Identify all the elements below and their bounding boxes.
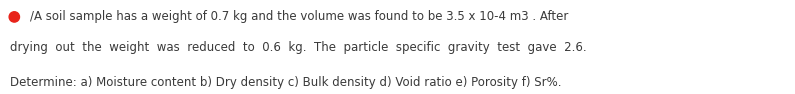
Text: drying  out  the  weight  was  reduced  to  0.6  kg.  The  particle  specific  g: drying out the weight was reduced to 0.6… (10, 41, 587, 53)
Text: Determine: a) Moisture content b) Dry density c) Bulk density d) Void ratio e) P: Determine: a) Moisture content b) Dry de… (10, 76, 562, 89)
Ellipse shape (9, 12, 20, 22)
Text: /A soil sample has a weight of 0.7 kg and the volume was found to be 3.5 x 10-4 : /A soil sample has a weight of 0.7 kg an… (30, 10, 568, 23)
